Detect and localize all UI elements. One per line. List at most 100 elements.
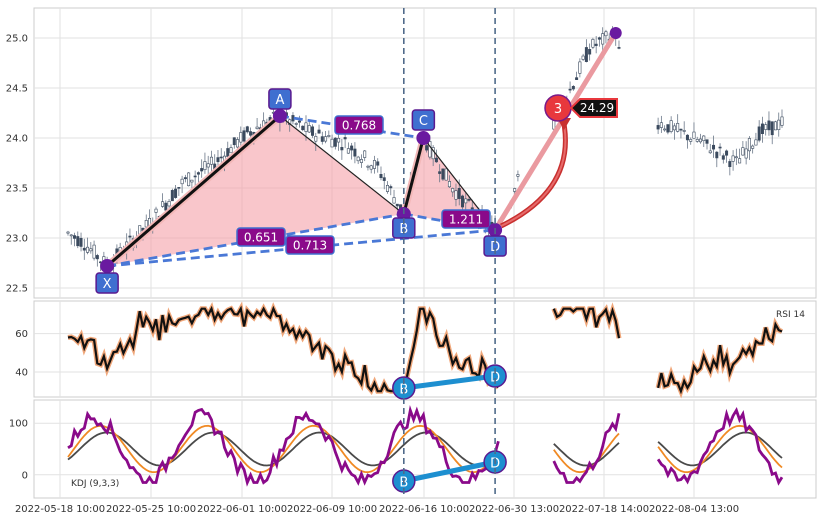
candle-body [324, 136, 328, 142]
candle-body [679, 128, 683, 131]
kdj-divergence-label: D [490, 457, 500, 472]
candle-body [705, 139, 709, 144]
candle-body [464, 198, 468, 204]
candle-body [467, 198, 471, 201]
candle-body [728, 161, 732, 168]
candle-body [206, 163, 210, 168]
candle-body [376, 161, 380, 166]
candle-body [311, 126, 315, 136]
candle-body [356, 156, 360, 162]
candle-body [69, 234, 73, 237]
x-tick-label: 2022-06-16 10:00 [379, 504, 469, 515]
rsi-lines [67, 301, 783, 399]
candle-body [174, 188, 178, 198]
candle-body [682, 130, 686, 132]
candle-body [333, 137, 337, 147]
x-tick-label: 2022-05-25 10:00 [106, 504, 196, 515]
candle-body [731, 155, 735, 162]
ratio-label: 1.211 [449, 213, 483, 227]
candle-body [659, 122, 663, 128]
candle-body [389, 186, 393, 189]
candle-body [144, 220, 148, 228]
candle-body [216, 157, 220, 163]
candle-body [773, 121, 777, 131]
candle-body [663, 128, 667, 131]
point-label: A [275, 93, 284, 108]
candle-body [366, 165, 370, 168]
candle-body [457, 188, 461, 199]
candle-body [588, 48, 592, 55]
point-marker [100, 259, 115, 273]
rsi-line [67, 305, 783, 395]
candle-body [516, 174, 520, 177]
candle-body [196, 172, 200, 175]
x-tick-label: 2022-07-18 14:00 [559, 504, 649, 515]
candle-body [601, 33, 605, 45]
price-y-tick-label: 23.0 [6, 234, 28, 245]
candle-body [669, 120, 673, 132]
rsi-panel-label: RSI 14 [776, 310, 805, 320]
vertical-markers [403, 8, 496, 498]
candle-body [513, 188, 517, 192]
candle-body [343, 137, 347, 140]
price-y-ticks: 22.5 23.0 23.5 24.0 24.5 25.0 [6, 34, 28, 295]
candle-body [249, 131, 253, 136]
candle-body [161, 201, 165, 207]
candle-body [747, 138, 751, 152]
rsi-grid [34, 301, 816, 397]
point-markers: XABCD [95, 88, 507, 294]
candle-body [128, 235, 132, 238]
candle-body [575, 77, 579, 80]
candle-body [255, 126, 259, 129]
candle-body [444, 168, 448, 181]
candle-body [340, 147, 344, 151]
kdj-j-line [67, 404, 784, 487]
price-y-tick-label: 23.5 [6, 184, 28, 195]
kdj-divergence-line [403, 459, 496, 484]
x-tick-label: 2022-05-18 10:00 [15, 504, 105, 515]
price-y-tick-label: 24.5 [6, 84, 28, 95]
candle-body [382, 177, 386, 181]
ratio-box [236, 227, 286, 247]
candle-body [167, 201, 171, 207]
candle-body [337, 137, 341, 143]
candle-body [460, 195, 464, 208]
candle-body [676, 123, 680, 132]
candle-body [392, 197, 396, 204]
point-label: C [419, 114, 428, 129]
candle-body [584, 47, 588, 62]
candle-body [242, 130, 246, 142]
candle-body [744, 148, 748, 159]
candle-body [170, 190, 174, 202]
candle-body [350, 145, 354, 151]
ratio-box [441, 209, 491, 229]
candle-body [428, 141, 432, 158]
kdj-panel-label: KDJ (9,3,3) [71, 479, 119, 489]
candle-body [294, 123, 298, 125]
ratio-box [285, 235, 335, 255]
x-tick-label: 2022-08-04 13:00 [649, 504, 739, 515]
ratio-label: 0.713 [293, 239, 327, 253]
candle-body [770, 121, 774, 136]
point-marker [272, 109, 287, 123]
candle-body [154, 208, 158, 213]
candle-body [307, 125, 311, 133]
candle-body [86, 246, 90, 253]
candle-body [751, 145, 755, 149]
point-marker [416, 131, 431, 145]
candle-body [346, 148, 350, 154]
candle-body [232, 137, 236, 146]
candle-body [245, 126, 249, 133]
rsi-divergence-line [403, 373, 496, 391]
candle-body [718, 146, 722, 149]
candle-body [395, 203, 399, 207]
candle-body [434, 157, 438, 163]
ratio-label: 0.768 [342, 119, 376, 133]
candle-body [379, 174, 383, 179]
candle-body [451, 188, 455, 193]
candle-body [219, 156, 223, 159]
candle-body [92, 244, 96, 259]
x-tick-label: 2022-06-30 13:00 [469, 504, 559, 515]
candle-body [330, 138, 334, 148]
candle-body [695, 139, 699, 142]
